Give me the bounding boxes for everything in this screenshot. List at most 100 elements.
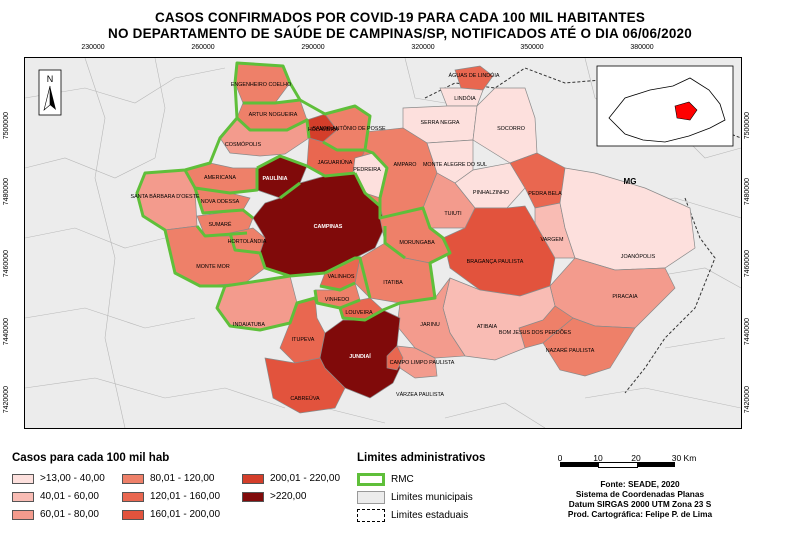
label-piracaia: PIRACAIA	[612, 294, 638, 300]
legend-item: >13,00 - 40,00	[12, 473, 105, 484]
municipality-lindoia	[439, 87, 484, 107]
legend-label: Limites municipais	[391, 492, 473, 503]
label-cabreuva: CABREÚVA	[290, 395, 320, 402]
label-tuiuti: TUIUTI	[444, 211, 461, 217]
y-tick-right: 7500000	[744, 112, 751, 140]
rmc-swatch	[357, 473, 385, 486]
legend-swatch	[12, 491, 34, 502]
label-vinhedo: VINHEDO	[325, 297, 350, 303]
label-jundiai: JUNDIAÍ	[349, 352, 371, 360]
label-nazare-paulista: NAZARÉ PAULISTA	[546, 347, 595, 354]
label-socorro: SOCORRO	[497, 126, 525, 132]
x-tick: 380000	[630, 44, 654, 51]
municipality-labels: ENGENHEIRO COELHO ARTUR NOGUEIRA HOLAMBR…	[131, 72, 656, 402]
legend-item: 120,01 - 160,00	[122, 491, 220, 502]
label-joanopolis: JOANÓPOLIS	[621, 253, 656, 260]
scale-tick: 0	[557, 453, 563, 463]
legend-swatch	[12, 509, 34, 520]
scale-tick: 10	[593, 453, 603, 463]
label-serra-negra: SERRA NEGRA	[421, 120, 460, 126]
x-tick: 290000	[301, 44, 325, 51]
source-line: Datum SIRGAS 2000 UTM Zona 23 S	[568, 499, 712, 509]
label-itatiba: ITATIBA	[383, 280, 403, 286]
legend-item-municipal: Limites municipais	[357, 491, 473, 504]
x-tick: 320000	[411, 44, 435, 51]
legend-label: 40,01 - 60,00	[40, 491, 99, 502]
legend-item: 80,01 - 120,00	[122, 473, 215, 484]
label-pedra-bela: PEDRA BELA	[528, 191, 562, 197]
label-santa-barbara: SANTA BÁRBARA D'OESTE	[131, 193, 200, 200]
map-title-line1: CASOS CONFIRMADOS POR COVID-19 PARA CADA…	[154, 10, 646, 25]
label-pinhalzinho: PINHALZINHO	[473, 190, 509, 196]
label-state-mg: MG	[624, 177, 637, 186]
legend-item: 60,01 - 80,00	[12, 509, 99, 520]
map-title-line2: NO DEPARTAMENTO DE SAÚDE DE CAMPINAS/SP,…	[108, 26, 692, 41]
inset-state-map	[596, 65, 734, 147]
legend-label: 80,01 - 120,00	[150, 473, 215, 484]
source-line: Fonte: SEADE, 2020	[600, 479, 680, 489]
legend-label: 160,01 - 200,00	[150, 509, 221, 520]
label-campinas: CAMPINAS	[314, 224, 343, 230]
label-amparo: AMPARO	[394, 162, 417, 168]
legend-label: 120,01 - 160,00	[150, 491, 221, 502]
state-swatch	[357, 509, 385, 522]
x-tick: 230000	[81, 44, 105, 51]
north-label: N	[47, 74, 54, 84]
y-tick: 7480000	[3, 178, 10, 206]
label-bom-jesus: BOM JESUS DOS PERDÕES	[499, 329, 572, 336]
label-holambra: HOLAMBRA	[308, 127, 339, 133]
municipality-cabreuva	[264, 357, 346, 414]
legend-label: >13,00 - 40,00	[40, 473, 105, 484]
legend-label: 60,01 - 80,00	[40, 509, 99, 520]
legend-item: 160,01 - 200,00	[122, 509, 220, 520]
label-santo-antonio-de-posse: SANTO ANTÔNIO DE POSSE	[312, 125, 386, 132]
municipality-socorro	[472, 87, 538, 164]
municipality-santa-barbara-doeste	[136, 169, 198, 231]
y-tick: 7460000	[3, 250, 10, 278]
label-pedreira: PEDREIRA	[353, 167, 381, 173]
label-jarinu: JARINU	[420, 322, 440, 328]
label-morungaba: MORUNGABA	[399, 240, 435, 246]
legend-item-state: Limites estaduais	[357, 509, 468, 522]
source-line: Sistema de Coordenadas Planas	[575, 489, 705, 499]
rmc-outline	[135, 61, 452, 332]
background-municipal-lines	[25, 58, 741, 428]
y-tick: 7420000	[3, 386, 10, 414]
y-tick-right: 7440000	[744, 318, 751, 346]
y-tick-right: 7420000	[744, 386, 751, 414]
state-boundary	[624, 197, 716, 394]
label-cosmopolis: COSMÓPOLIS	[225, 141, 262, 148]
label-monte-mor: MONTE MOR	[196, 264, 230, 270]
municipality-aguas-de-lindoia	[454, 65, 494, 91]
municipality-jarinu	[396, 277, 466, 359]
label-indaiatuba: INDAIATUBA	[233, 322, 265, 328]
legend-swatch	[122, 473, 144, 484]
label-americana: AMERICANA	[204, 175, 236, 181]
legend-item: 200,01 - 220,00	[242, 473, 340, 484]
scale-tick: 30 Km	[671, 453, 697, 463]
municipality-varzea-paulista	[386, 345, 404, 371]
label-campo-limpo: CAMPO LIMPO PAULISTA	[390, 360, 455, 366]
label-jaguariuna: JAGUARIÚNA	[318, 159, 353, 166]
label-valinhos: VALINHOS	[328, 274, 355, 280]
legend-label: >220,00	[270, 491, 307, 502]
y-tick: 7440000	[3, 318, 10, 346]
limits-title: Limites administrativos	[357, 452, 486, 464]
legend-item: 40,01 - 60,00	[12, 491, 99, 502]
label-vargem: VARGEM	[541, 237, 564, 243]
map-frame: ENGENHEIRO COELHO ARTUR NOGUEIRA HOLAMBR…	[24, 57, 742, 429]
legend-title: Casos para cada 100 mil hab	[12, 452, 170, 464]
legend-swatch	[122, 491, 144, 502]
legend-swatch	[12, 473, 34, 484]
label-monte-alegre-do-sul: MONTE ALEGRE DO SUL	[423, 162, 487, 168]
scale-bar	[560, 462, 676, 468]
legend-label: RMC	[391, 474, 414, 485]
y-tick-right: 7460000	[744, 250, 751, 278]
legend-swatch	[242, 491, 264, 502]
y-tick-right: 7480000	[744, 178, 751, 206]
source-line: Prod. Cartográfica: Felipe P. de Lima	[567, 509, 713, 519]
x-tick: 350000	[520, 44, 544, 51]
label-lindoia: LINDÓIA	[454, 95, 476, 102]
legend-swatch	[122, 509, 144, 520]
label-varzea-paulista: VÁRZEA PAULISTA	[396, 391, 444, 398]
